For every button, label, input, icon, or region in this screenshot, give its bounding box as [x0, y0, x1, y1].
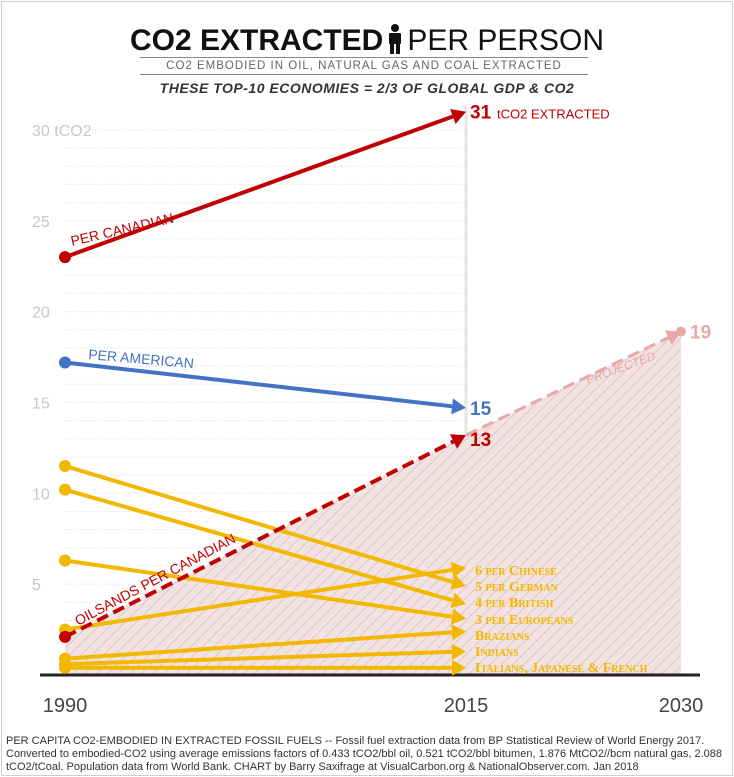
projected-end-value: 19: [690, 323, 711, 344]
series-line-brazil-arrowhead: [451, 624, 466, 641]
y-tick-label: 20: [32, 305, 50, 322]
series-start-point-usa: [59, 356, 71, 369]
series-line-china: [64, 567, 453, 632]
series-line-india: [64, 649, 453, 667]
series-line-canada-arrowhead: [450, 108, 466, 125]
end-label-brazil: Brazians: [475, 629, 530, 644]
series-line-britain: [64, 487, 454, 603]
chart-subtitle: CO2 EMBODIED IN OIL, NATURAL GAS AND COA…: [140, 57, 588, 75]
series-start-point-oilsands: [59, 630, 71, 643]
series-line-europe-arrowhead: [450, 608, 466, 625]
canada-end-value: 31: [470, 103, 492, 124]
projection-area: [65, 331, 681, 675]
footer-note: PER CAPITA CO2-EMBODIED IN EXTRACTED FOS…: [6, 735, 722, 773]
end-label-india: Indians: [475, 645, 519, 660]
series-line-usa: [64, 360, 453, 409]
x-tick-label: 2015: [444, 695, 489, 717]
series-line-europe: [64, 558, 453, 619]
y-tick-label: 25: [32, 214, 50, 231]
end-label-china: 6 per Chinese: [475, 564, 557, 579]
title-regular: PER PERSON: [407, 24, 605, 57]
series-start-point-europe: [59, 554, 71, 567]
chart-subtitle-2: THESE TOP-10 ECONOMIES = 2/3 OF GLOBAL G…: [159, 80, 575, 96]
series-line-india-arrowhead: [451, 643, 466, 660]
x-tick-label: 2030: [659, 695, 704, 717]
x-tick-label: 1990: [43, 695, 88, 717]
title-bold: CO2 EXTRACTED: [129, 24, 384, 57]
person-icon: [387, 24, 403, 62]
y-tick-label: 5: [32, 577, 41, 594]
y-tick-label: 10: [32, 486, 50, 503]
projection-area-fill: [65, 331, 681, 675]
series-line-germany: [64, 464, 454, 584]
series-line-canada: [64, 114, 454, 259]
series-line-germany-arrowhead: [450, 574, 466, 590]
series-line-italy-japan-france-arrowhead: [452, 659, 466, 676]
series-line-oilsands: [64, 439, 455, 639]
series-start-point-canada: [59, 251, 71, 264]
oilsands-end-value: 13: [470, 430, 491, 451]
series-start-point-germany: [59, 460, 71, 473]
series-line-britain-arrowhead: [450, 592, 466, 608]
series-start-point-brazil: [59, 652, 71, 665]
y-tick-label: 15: [32, 395, 50, 412]
series-line-brazil: [64, 630, 453, 661]
chart-title: CO2 EXTRACTED PER PERSON: [0, 24, 734, 62]
series: [59, 108, 686, 676]
end-label-europe: 3 per Europeans: [475, 613, 574, 628]
end-label-germany: 5 per German: [475, 580, 558, 595]
series-start-point-britain: [59, 483, 71, 496]
series-line-projected: [465, 336, 670, 437]
end-label-britain: 4 per British: [475, 596, 554, 611]
canada-line-label: PER CANADIAN: [69, 210, 175, 249]
series-line-china-arrowhead: [450, 562, 466, 578]
canada-end-suffix: tCO2 EXTRACTED: [497, 107, 610, 122]
y-tick-label: 30 tCO2: [32, 123, 92, 140]
usa-end-value: 15: [470, 399, 492, 420]
end-label-italy-japan-france: Italians, Japanese & French: [475, 661, 648, 676]
series-line-oilsands-arrowhead: [449, 434, 466, 449]
series-line-usa-arrowhead: [451, 398, 466, 415]
projected-end-point: [676, 326, 686, 337]
